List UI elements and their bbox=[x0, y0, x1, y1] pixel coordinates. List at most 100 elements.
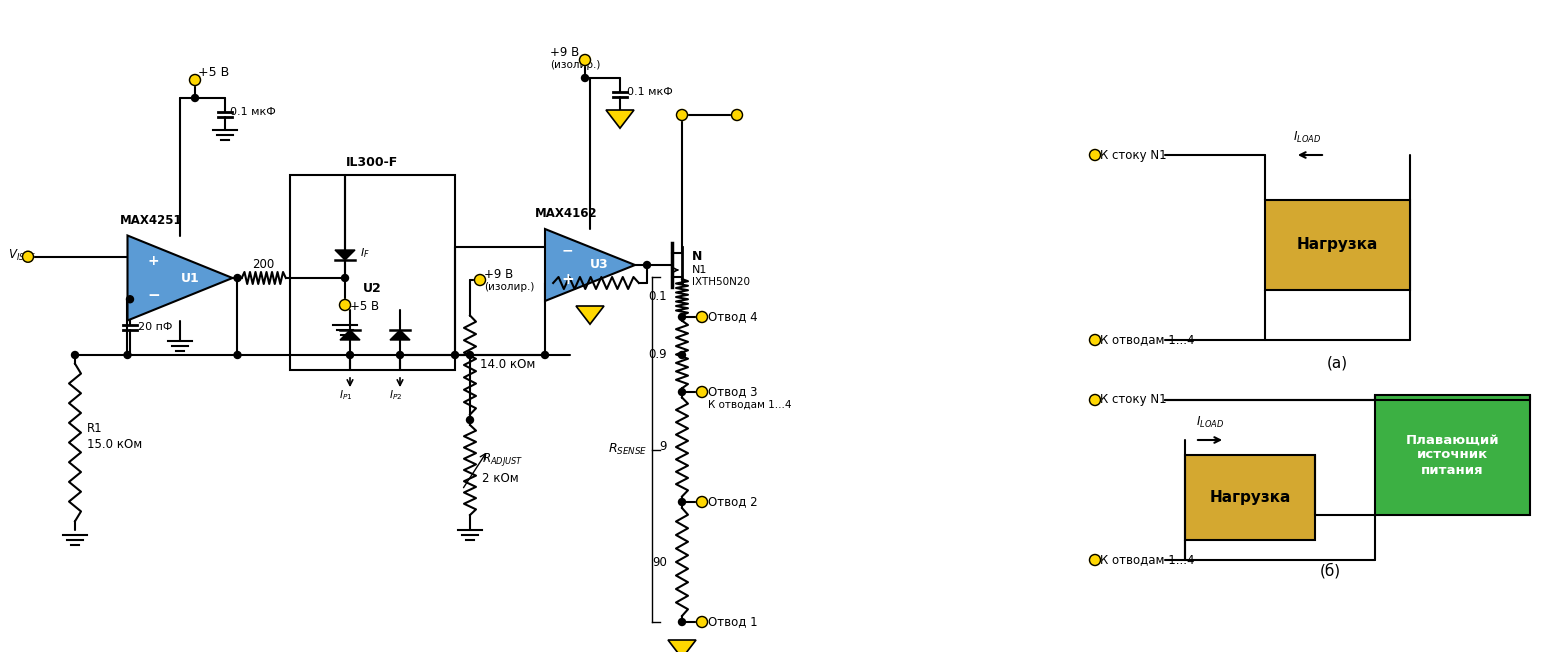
Circle shape bbox=[697, 497, 708, 507]
Text: MAX4251: MAX4251 bbox=[120, 213, 182, 226]
Circle shape bbox=[580, 55, 591, 65]
Polygon shape bbox=[606, 110, 635, 128]
Circle shape bbox=[190, 74, 201, 85]
Text: К отводам 1...4: К отводам 1...4 bbox=[1101, 334, 1194, 346]
Text: R1: R1 bbox=[87, 422, 103, 436]
Text: 9: 9 bbox=[659, 441, 667, 454]
Polygon shape bbox=[335, 250, 355, 260]
Circle shape bbox=[1090, 394, 1101, 406]
Circle shape bbox=[678, 314, 686, 321]
Text: 15.0 кОм: 15.0 кОм bbox=[87, 437, 142, 451]
Bar bbox=[1264, 200, 1409, 290]
Circle shape bbox=[1090, 149, 1101, 160]
Polygon shape bbox=[667, 640, 695, 652]
Bar bbox=[1185, 455, 1314, 540]
Text: N: N bbox=[692, 250, 703, 263]
Text: 90: 90 bbox=[652, 556, 667, 569]
Text: 200: 200 bbox=[253, 258, 274, 271]
Circle shape bbox=[340, 299, 351, 310]
Text: −: − bbox=[561, 244, 574, 258]
Text: 20 пФ: 20 пФ bbox=[139, 322, 173, 332]
Text: (изолир.): (изолир.) bbox=[550, 60, 600, 70]
Circle shape bbox=[341, 274, 349, 282]
Text: −: − bbox=[148, 288, 161, 303]
Text: 0.1: 0.1 bbox=[649, 291, 667, 303]
Text: IXTH50N20: IXTH50N20 bbox=[692, 277, 750, 287]
Circle shape bbox=[697, 312, 708, 323]
Polygon shape bbox=[390, 330, 410, 340]
Text: +5 В: +5 В bbox=[198, 66, 229, 79]
Text: $I_{P2}$: $I_{P2}$ bbox=[390, 388, 402, 402]
Circle shape bbox=[72, 351, 78, 359]
Circle shape bbox=[644, 261, 650, 269]
Circle shape bbox=[466, 417, 474, 424]
Text: 0.1 мкФ: 0.1 мкФ bbox=[231, 107, 276, 117]
Text: К отводам 1...4: К отводам 1...4 bbox=[708, 400, 792, 410]
Circle shape bbox=[1090, 334, 1101, 346]
Circle shape bbox=[678, 619, 686, 625]
Text: $I_{P1}$: $I_{P1}$ bbox=[340, 388, 352, 402]
Text: U1: U1 bbox=[181, 271, 200, 284]
Circle shape bbox=[22, 251, 33, 262]
Text: +: + bbox=[148, 254, 159, 268]
Circle shape bbox=[452, 351, 458, 359]
Text: Отвод 1: Отвод 1 bbox=[708, 615, 758, 629]
Text: источник: источник bbox=[1417, 449, 1489, 462]
Text: 0.1 мкФ: 0.1 мкФ bbox=[627, 87, 673, 97]
Text: К стоку N1: К стоку N1 bbox=[1101, 394, 1166, 406]
Polygon shape bbox=[575, 306, 603, 324]
Text: +5 В: +5 В bbox=[351, 301, 379, 314]
Circle shape bbox=[234, 351, 242, 359]
Circle shape bbox=[541, 351, 549, 359]
Text: Нагрузка: Нагрузка bbox=[1297, 237, 1378, 252]
Text: $I_{LOAD}$: $I_{LOAD}$ bbox=[1292, 130, 1320, 145]
Polygon shape bbox=[546, 229, 635, 301]
Circle shape bbox=[234, 274, 242, 282]
Text: К стоку N1: К стоку N1 bbox=[1101, 149, 1166, 162]
Text: К отводам 1...4: К отводам 1...4 bbox=[1101, 554, 1194, 567]
Circle shape bbox=[697, 387, 708, 398]
Text: Плавающий: Плавающий bbox=[1406, 434, 1500, 447]
Circle shape bbox=[678, 499, 686, 505]
Circle shape bbox=[697, 617, 708, 627]
Polygon shape bbox=[128, 235, 232, 321]
Text: Отвод 4: Отвод 4 bbox=[708, 310, 758, 323]
Text: 0.9: 0.9 bbox=[649, 348, 667, 361]
Text: $R_{SENSE}$: $R_{SENSE}$ bbox=[608, 442, 647, 457]
Circle shape bbox=[677, 110, 688, 121]
Bar bbox=[1375, 395, 1529, 515]
Circle shape bbox=[474, 274, 485, 286]
FancyBboxPatch shape bbox=[290, 175, 455, 370]
Circle shape bbox=[192, 95, 198, 102]
Text: 14.0 кОм: 14.0 кОм bbox=[480, 359, 535, 372]
Text: (б): (б) bbox=[1319, 562, 1341, 578]
Circle shape bbox=[346, 351, 354, 359]
Text: 1 кОм: 1 кОм bbox=[578, 261, 614, 274]
Text: +9 В: +9 В bbox=[550, 46, 580, 59]
Text: $I_F$: $I_F$ bbox=[360, 246, 369, 260]
Circle shape bbox=[396, 351, 404, 359]
Text: +9 В: +9 В bbox=[483, 268, 513, 281]
Circle shape bbox=[1090, 554, 1101, 565]
Circle shape bbox=[678, 389, 686, 396]
Text: $V_{ISET}$: $V_{ISET}$ bbox=[8, 248, 36, 263]
Text: 2 кОм: 2 кОм bbox=[482, 471, 519, 484]
Circle shape bbox=[678, 351, 686, 359]
Circle shape bbox=[731, 110, 742, 121]
Polygon shape bbox=[340, 330, 360, 340]
Text: питания: питания bbox=[1422, 464, 1484, 477]
Text: Отвод 2: Отвод 2 bbox=[708, 496, 758, 509]
Text: (а): (а) bbox=[1327, 356, 1349, 371]
Text: U3: U3 bbox=[589, 258, 608, 271]
Circle shape bbox=[466, 351, 474, 359]
Text: N1: N1 bbox=[692, 265, 708, 275]
Text: Нагрузка: Нагрузка bbox=[1210, 490, 1291, 505]
Text: IL300-F: IL300-F bbox=[346, 156, 399, 169]
Text: $I_{LOAD}$: $I_{LOAD}$ bbox=[1196, 415, 1224, 430]
Text: $R_{ADJUST}$: $R_{ADJUST}$ bbox=[482, 451, 524, 469]
Text: Отвод 3: Отвод 3 bbox=[708, 385, 758, 398]
Text: (изолир.): (изолир.) bbox=[483, 282, 535, 292]
Circle shape bbox=[582, 74, 588, 82]
Text: U2: U2 bbox=[363, 282, 382, 295]
Circle shape bbox=[125, 351, 131, 359]
